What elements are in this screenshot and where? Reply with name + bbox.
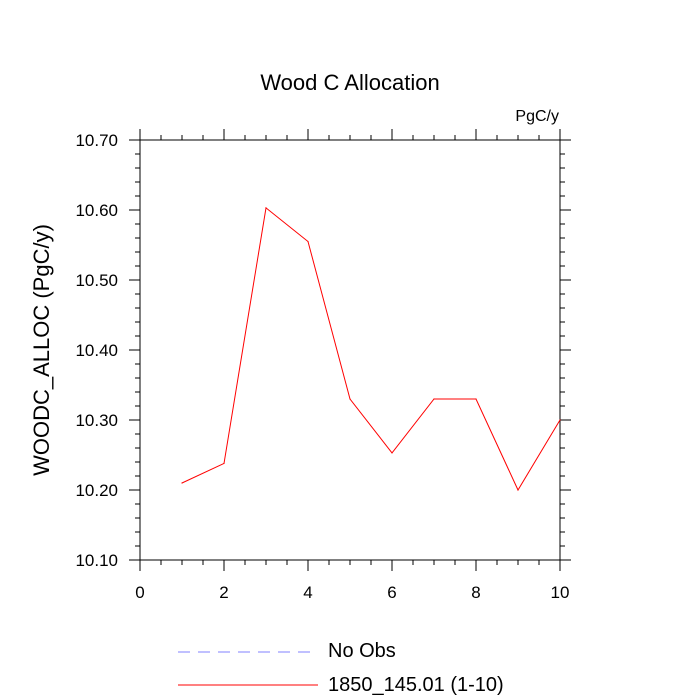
x-tick-label: 10 xyxy=(551,583,570,602)
y-tick-label: 10.70 xyxy=(75,131,118,150)
units-label: PgC/y xyxy=(515,108,559,125)
y-tick-label: 10.20 xyxy=(75,481,118,500)
legend-label-no-obs: No Obs xyxy=(328,640,396,662)
y-tick-label: 10.30 xyxy=(75,411,118,430)
x-tick-label: 4 xyxy=(303,583,312,602)
data-point xyxy=(265,207,267,209)
y-tick-label: 10.40 xyxy=(75,341,118,360)
y-tick-label: 10.10 xyxy=(75,551,118,570)
x-tick-label: 8 xyxy=(471,583,480,602)
x-tick-label: 2 xyxy=(219,583,228,602)
x-tick-label: 6 xyxy=(387,583,396,602)
data-point xyxy=(349,398,351,400)
data-point xyxy=(223,462,225,464)
data-point xyxy=(517,489,519,491)
data-point xyxy=(559,419,561,421)
data-point xyxy=(307,240,309,243)
legend-label-series: 1850_145.01 (1-10) xyxy=(328,674,504,696)
data-point xyxy=(433,398,435,400)
chart-title: Wood C Allocation xyxy=(260,70,440,95)
data-point xyxy=(181,482,183,484)
x-tick-label: 0 xyxy=(135,583,144,602)
y-tick-label: 10.50 xyxy=(75,271,118,290)
data-point xyxy=(391,452,393,454)
series-line xyxy=(181,206,561,492)
y-tick-label: 10.60 xyxy=(75,201,118,220)
data-point xyxy=(475,398,477,400)
